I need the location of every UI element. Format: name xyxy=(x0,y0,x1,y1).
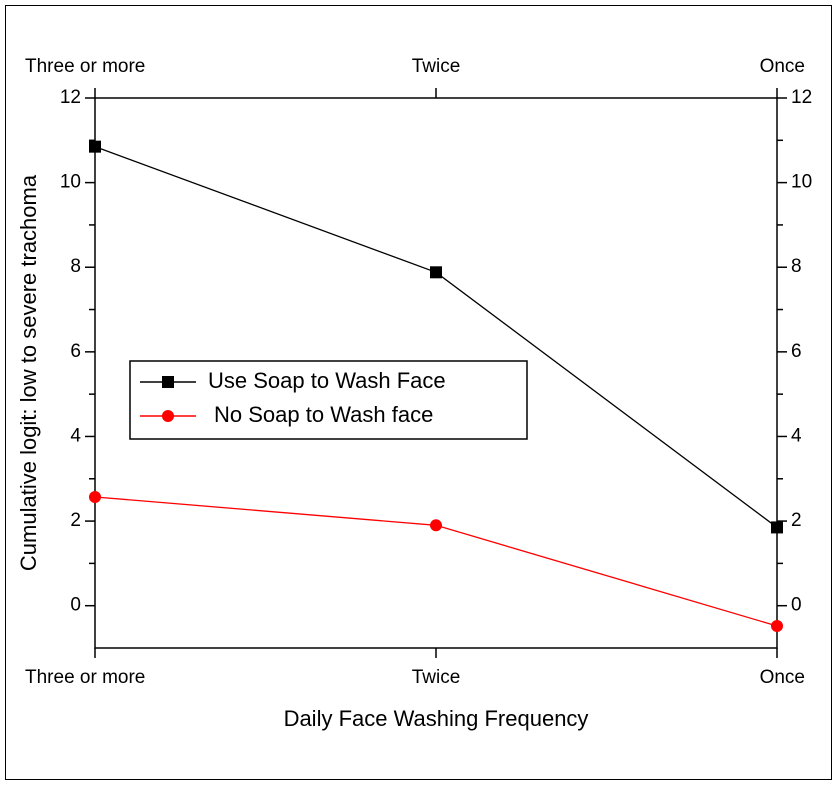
x-axis-title: Daily Face Washing Frequency xyxy=(284,706,589,731)
data-point xyxy=(430,519,442,532)
y-tick-label: 6 xyxy=(70,341,81,362)
y2-tick-label: 10 xyxy=(791,172,812,193)
data-point xyxy=(771,521,783,534)
x2-tick-label: Three or more xyxy=(25,56,145,77)
y-tick-label: 12 xyxy=(60,87,81,108)
x2-tick-label: Once xyxy=(760,56,805,77)
legend-marker xyxy=(162,376,174,388)
y-tick-label: 4 xyxy=(70,425,81,446)
y2-tick-label: 12 xyxy=(791,87,812,108)
data-point xyxy=(89,490,101,503)
data-point xyxy=(771,620,783,632)
y2-tick-label: 0 xyxy=(791,595,802,616)
x-tick-label: Twice xyxy=(412,667,461,688)
y-axis-title: Cumulative logit: low to severe trachoma xyxy=(16,174,41,571)
y-tick-label: 10 xyxy=(60,172,81,193)
series-line xyxy=(94,146,778,528)
y-tick-label: 0 xyxy=(70,595,81,616)
y2-tick-label: 8 xyxy=(791,256,802,277)
legend-marker xyxy=(162,410,174,422)
legend-box xyxy=(129,360,528,440)
y2-tick-label: 6 xyxy=(791,341,802,362)
y2-tick-label: 4 xyxy=(791,425,802,446)
legend-label: No Soap to Wash face xyxy=(214,402,433,427)
legend-label: Use Soap to Wash Face xyxy=(208,368,446,393)
y2-tick-label: 2 xyxy=(791,510,802,531)
x-tick-label: Once xyxy=(760,667,805,688)
data-point xyxy=(430,266,442,279)
series-line xyxy=(94,496,778,627)
y-tick-label: 2 xyxy=(70,510,81,531)
frame xyxy=(5,5,832,780)
data-point xyxy=(89,140,101,153)
y-tick-label: 8 xyxy=(70,256,81,277)
x2-tick-label: Twice xyxy=(412,56,461,77)
x-tick-label: Three or more xyxy=(25,667,145,688)
